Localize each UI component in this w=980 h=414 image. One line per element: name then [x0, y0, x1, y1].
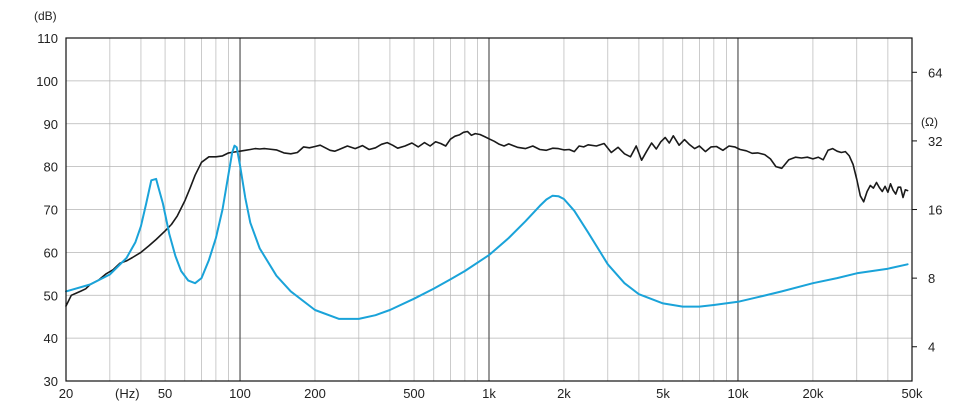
y2-tick-label: 32	[928, 134, 942, 149]
y-tick-label: 30	[44, 374, 58, 389]
y2-tick-label: 8	[928, 271, 935, 286]
x-unit-label: (Hz)	[115, 386, 140, 401]
x-tick-label: 50k	[902, 386, 923, 401]
y-tick-label: 70	[44, 203, 58, 218]
x-tick-label: 20k	[802, 386, 823, 401]
y2-unit-label: (Ω)	[921, 115, 938, 129]
impedance-curve	[65, 144, 909, 320]
y-tick-label: 60	[44, 245, 58, 260]
major-grid	[239, 38, 739, 381]
x-tick-label: 200	[304, 386, 326, 401]
x-tick-label: 50	[158, 386, 172, 401]
x-tick-label: 100	[229, 386, 251, 401]
y2-tick-label: 64	[928, 65, 942, 80]
x-tick-label: 20	[59, 386, 73, 401]
series-layer	[65, 130, 909, 320]
x-tick-label: 2k	[557, 386, 571, 401]
y-tick-label: 40	[44, 331, 58, 346]
x-tick-label: 10k	[727, 386, 748, 401]
y2-tick-label: 16	[928, 203, 942, 218]
y-tick-label: 80	[44, 160, 58, 175]
y-tick-label: 50	[44, 288, 58, 303]
y-tick-label: 110	[37, 31, 58, 46]
y2-tick-label: 4	[928, 340, 935, 355]
y-tick-label: 90	[44, 117, 58, 132]
y-tick-label: 100	[36, 74, 58, 89]
spl-curve	[65, 130, 909, 307]
y-unit-label: (dB)	[34, 9, 57, 23]
x-tick-label: 5k	[656, 386, 670, 401]
x-tick-label: 1k	[482, 386, 496, 401]
x-tick-label: 500	[403, 386, 425, 401]
axis-labels: 30 40 50 60 70 80 90 100 110 20 50 100 200 500 1k 2k 5k 1…	[36, 31, 942, 401]
